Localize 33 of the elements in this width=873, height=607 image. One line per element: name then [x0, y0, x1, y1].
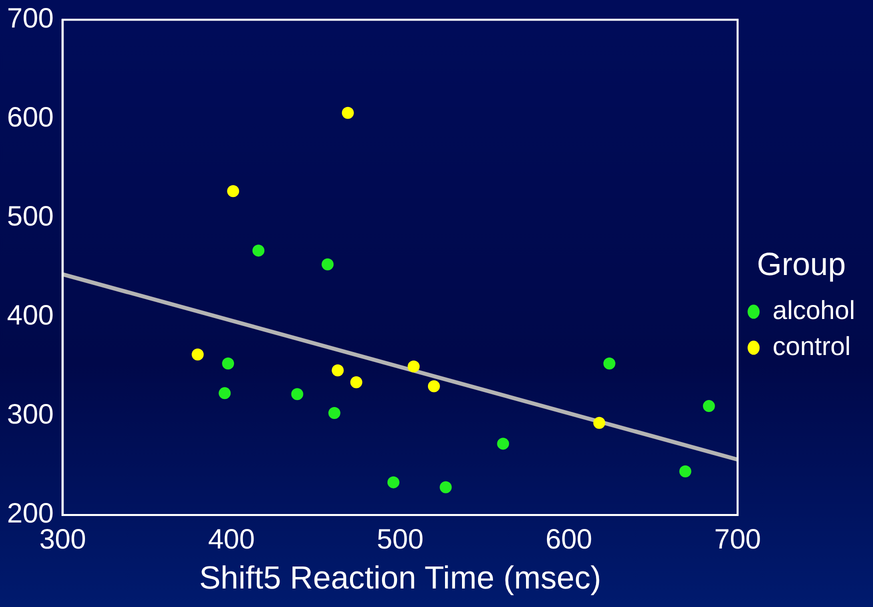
point [252, 244, 264, 257]
y-tick-label: 300 [7, 398, 54, 430]
point [702, 400, 715, 412]
point [603, 357, 616, 370]
point [322, 258, 334, 270]
y-tick-label: 500 [7, 200, 54, 232]
legend-title: Group [756, 246, 846, 282]
point [222, 357, 234, 370]
y-tick-label: 700 [7, 2, 54, 34]
point [332, 364, 344, 376]
point [408, 360, 420, 372]
point [497, 438, 510, 450]
point [328, 406, 340, 419]
point [428, 380, 440, 392]
x-tick-label: 600 [546, 524, 592, 555]
point [192, 348, 204, 361]
legend-label: control [772, 330, 851, 361]
point [291, 388, 304, 400]
x-tick-label: 400 [208, 524, 255, 555]
point [593, 416, 606, 429]
point [679, 465, 692, 478]
x-tick-label: 500 [376, 524, 424, 555]
y-tick-label: 400 [7, 300, 54, 331]
point [227, 185, 240, 198]
point [342, 106, 354, 119]
point [440, 481, 452, 494]
legend-label: alcohol [772, 294, 856, 325]
y-tick-label: 600 [7, 102, 54, 133]
x-tick-label: 700 [714, 524, 761, 555]
point [350, 376, 362, 388]
point [218, 387, 231, 400]
x-axis-title: Shift5 Reaction Time (msec) [199, 560, 602, 596]
point [387, 476, 400, 488]
